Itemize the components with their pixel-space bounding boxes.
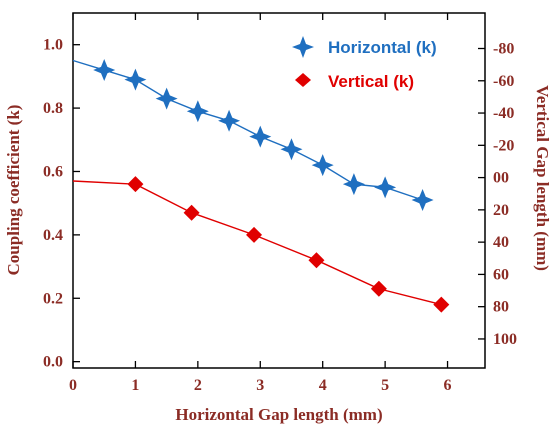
y2-tick-label: -80 bbox=[493, 41, 514, 58]
series-0-point bbox=[342, 173, 365, 196]
y2-tick-label: 100 bbox=[493, 331, 517, 348]
legend-marker-vertical bbox=[295, 73, 311, 87]
series-layer bbox=[72, 59, 450, 313]
x-axis-title: Horizontal Gap length (mm) bbox=[175, 405, 382, 424]
y-axis-title: Coupling coefficient (k) bbox=[4, 105, 23, 276]
y2-tick-label: 80 bbox=[493, 299, 509, 316]
series-0-point bbox=[411, 189, 434, 212]
x-tick-label: 6 bbox=[444, 377, 452, 394]
y-tick-label: 0.8 bbox=[43, 100, 63, 117]
y2-tick-label: 40 bbox=[493, 234, 509, 251]
legend-label-vertical: Vertical (k) bbox=[328, 72, 414, 91]
x-tick-label: 4 bbox=[319, 377, 327, 394]
y2-tick-label: -40 bbox=[493, 105, 514, 122]
x-tick-label: 1 bbox=[131, 377, 139, 394]
series-line-1 bbox=[72, 180, 442, 306]
series-0-point bbox=[218, 109, 241, 132]
series-0-point bbox=[280, 138, 303, 161]
series-0-point bbox=[249, 125, 272, 148]
series-1-point bbox=[433, 296, 450, 313]
y-axis-ticks: 0.0 0.2 0.4 0.6 0.8 1.0 bbox=[43, 37, 80, 371]
x-tick-label: 3 bbox=[256, 377, 264, 394]
series-0-point bbox=[155, 87, 178, 110]
series-0-point bbox=[374, 176, 397, 199]
series-1-point bbox=[183, 204, 200, 221]
y2-axis-ticks: -80 -60 -40 -20 00 20 40 60 80 100 bbox=[478, 41, 517, 348]
y-tick-label: 0.0 bbox=[43, 354, 63, 371]
y2-tick-label: -20 bbox=[493, 137, 514, 154]
series-0-point bbox=[186, 100, 209, 123]
series-0-point bbox=[93, 59, 116, 82]
series-0-point bbox=[311, 154, 334, 177]
legend-marker-horizontal bbox=[292, 36, 314, 58]
x-tick-label: 5 bbox=[381, 377, 389, 394]
y-tick-label: 0.6 bbox=[43, 163, 63, 180]
y2-axis-title: Vertical Gap length (mm) bbox=[533, 85, 550, 271]
y-tick-label: 0.2 bbox=[43, 290, 63, 307]
series-0-point bbox=[124, 68, 147, 91]
series-1-point bbox=[308, 252, 325, 269]
y2-tick-label: 20 bbox=[493, 202, 509, 219]
legend-label-horizontal: Horizontal (k) bbox=[328, 38, 437, 57]
y-tick-label: 1.0 bbox=[43, 37, 63, 54]
series-1-point bbox=[127, 176, 144, 193]
series-1-point bbox=[246, 226, 263, 243]
plot-frame bbox=[72, 12, 486, 369]
x-tick-label: 0 bbox=[69, 377, 77, 394]
y2-tick-label: 00 bbox=[493, 170, 509, 187]
x-tick-label: 2 bbox=[194, 377, 202, 394]
legend: Horizontal (k) Vertical (k) bbox=[292, 36, 437, 91]
y2-tick-label: -60 bbox=[493, 73, 514, 90]
x-axis-ticks: 0 1 2 3 4 5 6 bbox=[69, 13, 452, 394]
series-1-point bbox=[370, 280, 387, 297]
y2-tick-label: 60 bbox=[493, 266, 509, 283]
y-tick-label: 0.4 bbox=[43, 227, 63, 244]
